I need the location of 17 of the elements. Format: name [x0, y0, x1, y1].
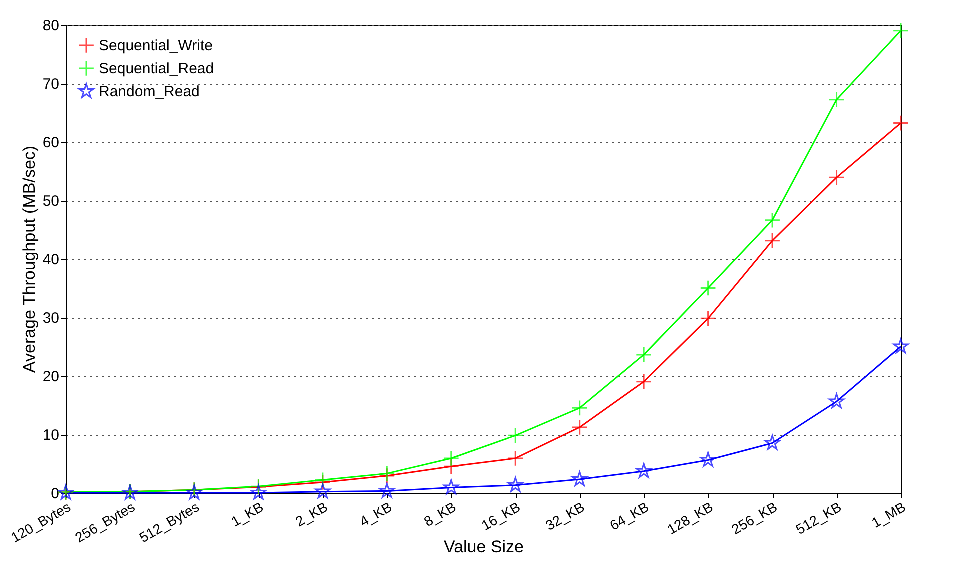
- y-tick-label: 70: [42, 76, 60, 93]
- x-axis-title: Value Size: [444, 538, 524, 557]
- y-tick-label: 0: [51, 486, 60, 502]
- y-tick-label: 10: [42, 427, 60, 444]
- y-tick-label: 60: [42, 134, 60, 152]
- legend-label: Sequential_Write: [99, 38, 213, 54]
- x-tick-label: 1_KB: [228, 498, 266, 530]
- x-tick-label: 4_KB: [356, 498, 395, 530]
- y-axis-title: Average Throughput (MB/sec): [20, 146, 39, 374]
- y-tick-label: 40: [42, 252, 60, 268]
- y-tick-label: 20: [42, 368, 60, 386]
- x-tick-label: 8_KB: [421, 498, 459, 530]
- y-tick-label: 30: [42, 310, 60, 327]
- legend-label: Random_Read: [99, 84, 200, 100]
- legend-label: Sequential_Read: [99, 60, 214, 78]
- y-tick-label: 80: [42, 18, 60, 34]
- y-tick-label: 50: [42, 193, 60, 210]
